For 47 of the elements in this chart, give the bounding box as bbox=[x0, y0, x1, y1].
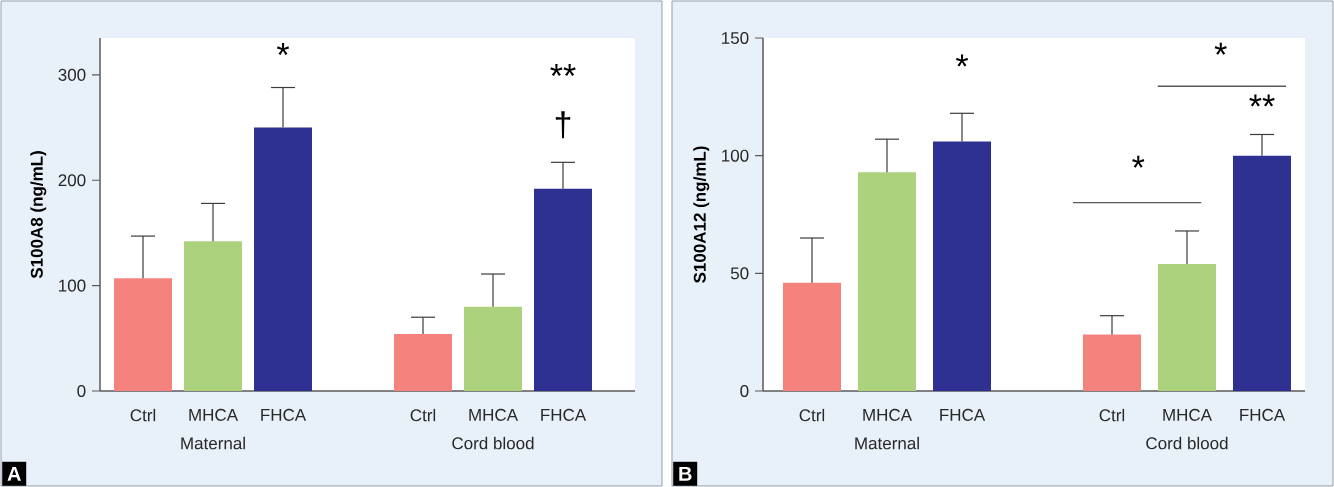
x-tick-label: MHCA bbox=[469, 408, 518, 421]
annotation: * bbox=[276, 43, 290, 55]
y-tick-label: 100 bbox=[722, 149, 749, 162]
y-tick-label: 0 bbox=[77, 384, 86, 398]
annotation: * bbox=[955, 54, 969, 67]
y-tick-label: 200 bbox=[58, 174, 86, 187]
text: B bbox=[679, 466, 692, 481]
x-tick-label: FHCA bbox=[940, 408, 986, 421]
bar bbox=[464, 306, 523, 391]
bar bbox=[933, 141, 991, 391]
y-tick-label: 150 bbox=[722, 31, 749, 45]
annotation: ** bbox=[1249, 94, 1275, 107]
text: A bbox=[7, 466, 21, 481]
bar bbox=[858, 172, 916, 391]
x-tick-label: FHCA bbox=[1240, 408, 1286, 421]
bar bbox=[1158, 263, 1216, 391]
y-axis-title: S100A8 (ng/mL) bbox=[30, 151, 47, 279]
y-tick-label: 300 bbox=[58, 68, 86, 81]
bar bbox=[114, 278, 173, 391]
x-tick-label: MHCA bbox=[863, 408, 912, 421]
text: Cord blood bbox=[1146, 436, 1228, 450]
annotation: ** bbox=[550, 64, 576, 77]
bar bbox=[394, 334, 453, 391]
x-tick-label: MHCA bbox=[1163, 408, 1212, 421]
text: Maternal bbox=[855, 436, 919, 450]
bar bbox=[1233, 155, 1291, 391]
x-tick-label: Ctrl bbox=[410, 408, 436, 422]
x-tick-label: MHCA bbox=[189, 408, 238, 421]
bar bbox=[1083, 334, 1141, 391]
y-tick-label: 50 bbox=[730, 267, 749, 280]
x-tick-label: Ctrl bbox=[1099, 408, 1125, 422]
x-tick-label: FHCA bbox=[261, 408, 307, 421]
x-tick-label: Ctrl bbox=[799, 408, 825, 422]
text: Maternal bbox=[181, 436, 245, 450]
y-tick-label: 0 bbox=[740, 384, 749, 398]
annotation: † bbox=[555, 111, 571, 139]
bar bbox=[184, 241, 243, 391]
annotation: * bbox=[1214, 42, 1227, 55]
y-axis-title: S100A12 (ng/mL) bbox=[693, 146, 710, 283]
y-tick-label: 100 bbox=[59, 279, 86, 292]
bar bbox=[783, 282, 841, 391]
annotation: * bbox=[1132, 155, 1145, 168]
bar bbox=[254, 127, 313, 391]
x-tick-label: FHCA bbox=[541, 408, 587, 421]
bar bbox=[534, 188, 593, 391]
text: Cord blood bbox=[452, 436, 534, 450]
x-tick-label: Ctrl bbox=[130, 408, 156, 422]
